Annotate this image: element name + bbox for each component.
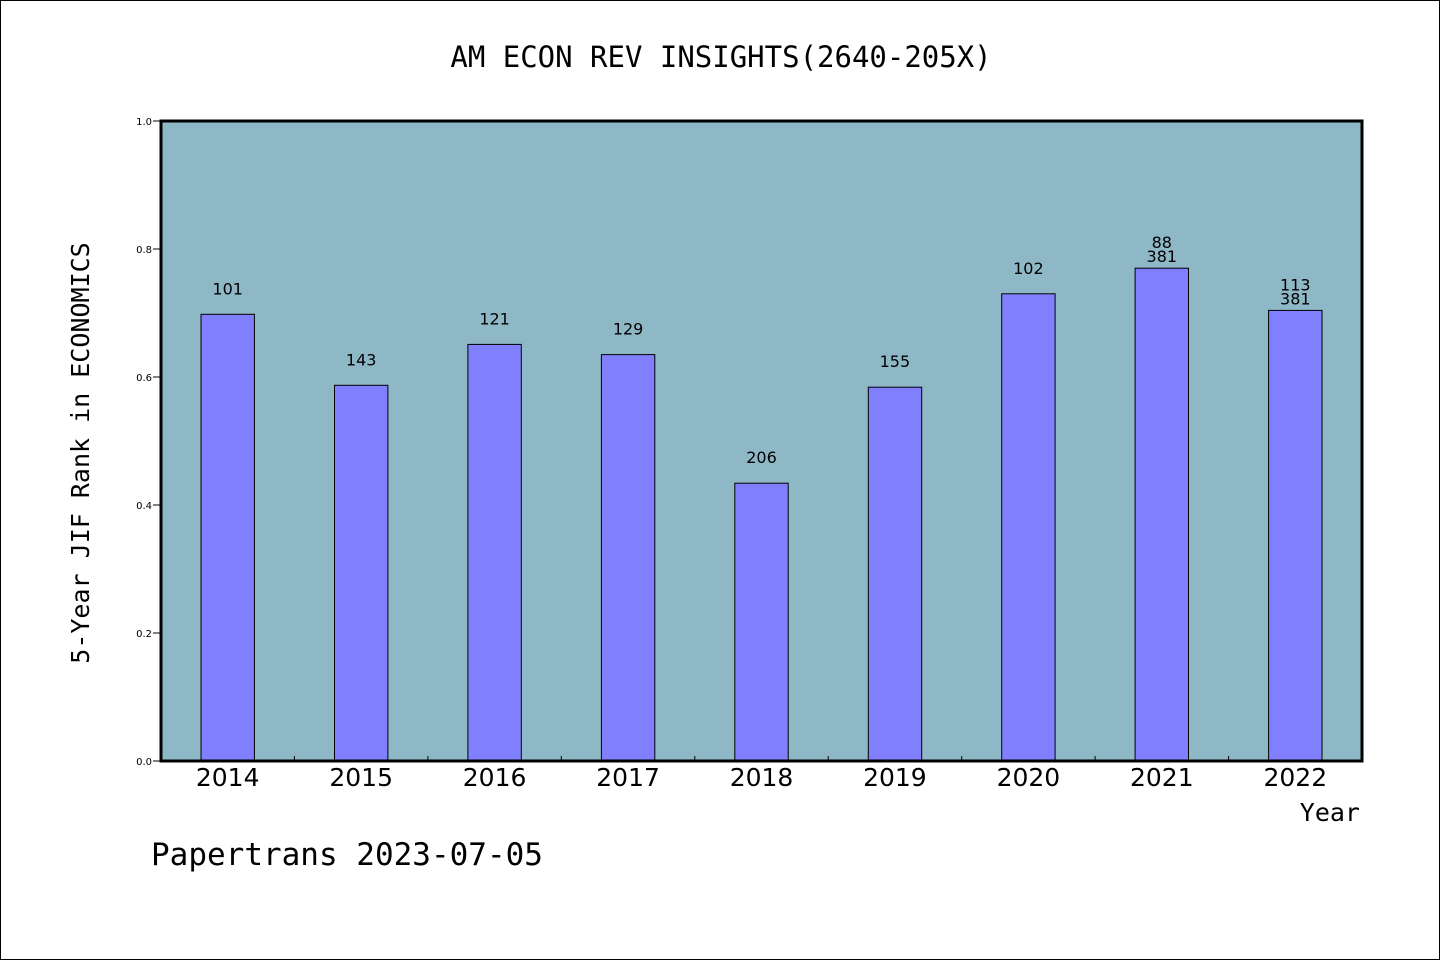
data-label-2022-2: 381 [1280,289,1311,308]
bar-2016 [467,343,522,762]
y-tick-label-0.4: 0.4 [136,501,152,512]
data-label-2021-1: 88 [1152,233,1172,252]
data-label-2021-2: 381 [1147,247,1178,266]
bar-2019 [867,386,923,762]
x-axis-title: Year [1300,798,1360,827]
data-label-2015: 143 [346,350,377,369]
x-tick-label-2021: 2021 [1130,763,1194,792]
bars-group [200,267,1323,762]
bar-2017 [600,354,656,762]
x-axis: 2014 2015 2016 2017 2018 2019 2020 2021 2022 [196,756,1327,792]
data-label-2019: 155 [880,352,911,371]
x-tick-label-2017: 2017 [596,763,660,792]
chart-title: AM ECON REV INSIGHTS(2640-205X) [450,40,991,74]
y-tick-label-1.0: 1.0 [136,117,152,128]
x-tick-label-2015: 2015 [329,763,393,792]
x-tick-label-2020: 2020 [997,763,1061,792]
bar-2020 [1001,293,1056,762]
data-label-2016: 121 [479,309,510,328]
bar-2014 [200,313,255,762]
data-label-2014: 101 [212,279,243,298]
bar-2022 [1268,309,1323,762]
y-tick-label-0.8: 0.8 [136,245,152,256]
plot-frame [159,119,1364,763]
bar-2018 [734,482,789,762]
data-label-2020: 102 [1013,259,1044,278]
x-tick-label-2022: 2022 [1263,763,1327,792]
x-tick-label-2018: 2018 [730,763,794,792]
y-tick-label-0.2: 0.2 [136,629,152,640]
x-tick-label-2019: 2019 [863,763,927,792]
x-tick-label-2014: 2014 [196,763,260,792]
bar-2015 [334,384,389,762]
bar-2021 [1134,267,1189,762]
data-label-2018: 206 [746,448,777,467]
data-label-2017: 129 [613,320,644,339]
x-tick-label-2016: 2016 [463,763,527,792]
data-label-2022-1: 113 [1280,275,1311,294]
footer-credit: Papertrans 2023-07-05 [151,837,543,873]
y-tick-label-0.6: 0.6 [136,373,152,384]
y-axis: 0.0 0.2 0.4 0.6 0.8 1.0 [136,117,161,768]
y-tick-label-0.0: 0.0 [136,757,152,768]
y-axis-title: 5-Year JIF Rank in ECONOMICS [66,242,95,663]
